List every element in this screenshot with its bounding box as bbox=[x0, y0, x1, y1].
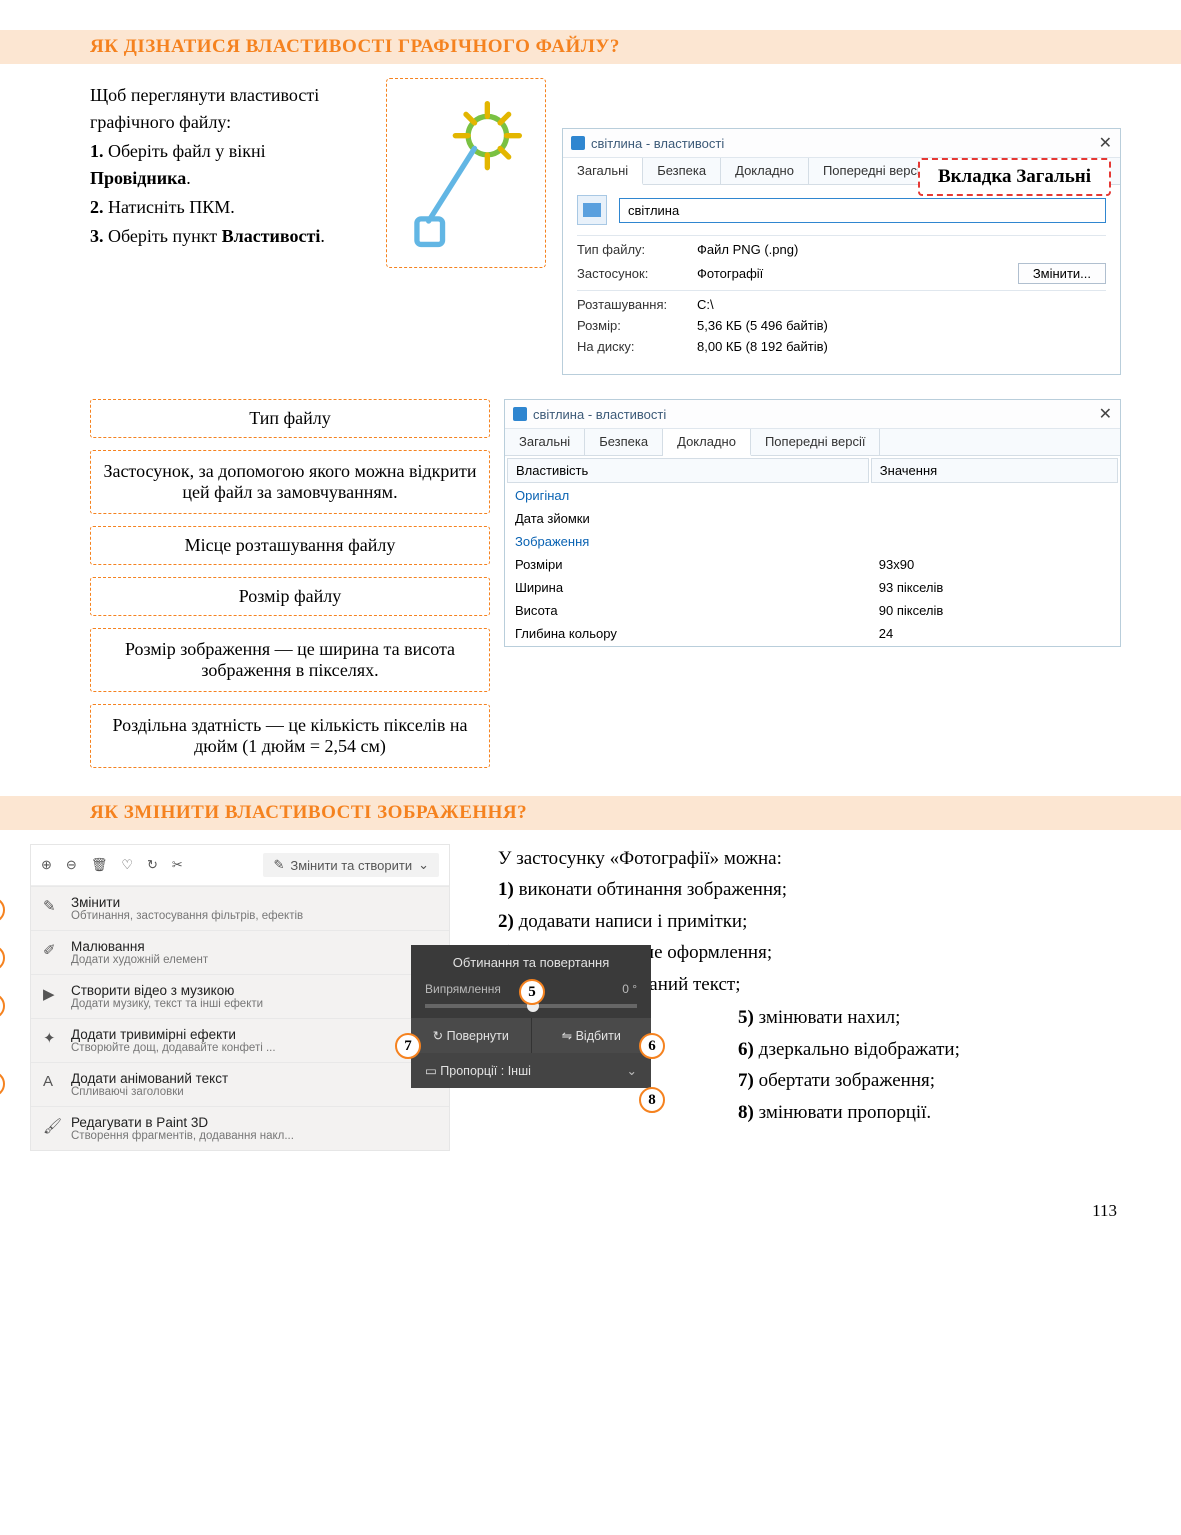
row-date: Дата зйомки bbox=[507, 508, 869, 529]
edit-create-button[interactable]: ✎ Змінити та створити ⌄ bbox=[263, 853, 439, 877]
tab-callout: Вкладка Загальні bbox=[918, 158, 1111, 196]
features-lead: У застосунку «Фотографії» можна: bbox=[498, 844, 1121, 873]
menu-draw[interactable]: ✐МалюванняДодати художній елемент bbox=[31, 930, 449, 974]
win2-title: світлина - властивості bbox=[533, 407, 666, 422]
th-property: Властивість bbox=[507, 458, 869, 483]
zoom-out-icon[interactable]: ⊖ bbox=[66, 857, 77, 873]
menu-paint3d[interactable]: 🖌Редагувати в Paint 3DСтворення фрагмент… bbox=[31, 1106, 449, 1150]
badge-3: 3 bbox=[0, 993, 5, 1019]
draw-icon: ✐ bbox=[43, 941, 61, 959]
callout-app: Застосунок, за допомогою якого можна від… bbox=[90, 450, 490, 514]
sparkle-icon: ✦ bbox=[43, 1029, 61, 1047]
win2-tabs: Загальні Безпека Докладно Попередні верс… bbox=[505, 429, 1120, 456]
badge-1: 1 bbox=[0, 897, 5, 923]
callout-size: Розмір файлу bbox=[90, 577, 490, 616]
tab-general[interactable]: Загальні bbox=[563, 158, 643, 185]
section-title-2: ЯК ЗМІНИТИ ВЛАСТИВОСТІ ЗОБРАЖЕННЯ? bbox=[0, 796, 1181, 830]
chevron-down-icon: ⌄ bbox=[627, 1063, 637, 1078]
menu-3d[interactable]: ✦Додати тривимірні ефектиСтворюйте дощ, … bbox=[31, 1018, 449, 1062]
badge-2: 2 bbox=[0, 945, 5, 971]
callout-dimensions: Розмір зображення — це ширина та висота … bbox=[90, 628, 490, 692]
value-type: Файл PNG (.png) bbox=[697, 242, 1106, 257]
edit-icon: ✎ bbox=[43, 897, 61, 915]
photos-app-menu: ⊕ ⊖ 🗑 ♡ ↻ ✂ ✎ Змінити та створити ⌄ ✎Змі… bbox=[30, 844, 450, 1151]
badge-7: 7 bbox=[395, 1033, 421, 1059]
crop-icon[interactable]: ✂ bbox=[172, 857, 183, 873]
favorite-icon[interactable]: ♡ bbox=[121, 857, 133, 873]
callout-resolution: Роздільна здатність — це кількість піксе… bbox=[90, 704, 490, 768]
menu-edit[interactable]: ✎ЗмінитиОбтинання, застосування фільтрів… bbox=[31, 886, 449, 930]
intro-text: Щоб переглянути властивості графічного ф… bbox=[90, 78, 370, 385]
tab-details[interactable]: Докладно bbox=[721, 158, 809, 184]
callout-location: Місце розташування файлу bbox=[90, 526, 490, 565]
row-dimensions: Розміри bbox=[507, 554, 869, 575]
mace-icon bbox=[401, 93, 531, 253]
properties-window-details: світлина - властивості ✕ Загальні Безпек… bbox=[504, 399, 1121, 647]
tab-previous[interactable]: Попередні версії bbox=[751, 429, 881, 455]
close-icon[interactable]: ✕ bbox=[1099, 133, 1112, 153]
tab-security[interactable]: Безпека bbox=[643, 158, 721, 184]
rotate-icon[interactable]: ↻ bbox=[147, 857, 158, 873]
intro-step1: 1. Оберіть файл у вікні Провідника. bbox=[90, 138, 370, 192]
label-type: Тип файлу: bbox=[577, 242, 697, 257]
close-icon[interactable]: ✕ bbox=[1099, 404, 1112, 424]
row-width: Ширина bbox=[507, 577, 869, 598]
crop-title: Обтинання та повертання bbox=[411, 955, 651, 978]
label-size: Розмір: bbox=[577, 318, 697, 333]
details-table: ВластивістьЗначення Оригінал Дата зйомки… bbox=[505, 456, 1120, 646]
label-disk: На диску: bbox=[577, 339, 697, 354]
crop-rotate-panel: Обтинання та повертання Випрямлення 0 ° ↻… bbox=[411, 945, 651, 1088]
intro-lead: Щоб переглянути властивості графічного ф… bbox=[90, 82, 370, 136]
zoom-in-icon[interactable]: ⊕ bbox=[41, 857, 52, 873]
label-app: Застосунок: bbox=[577, 266, 697, 281]
mace-illustration bbox=[386, 78, 546, 268]
file-icon bbox=[513, 407, 527, 421]
group-image: Зображення bbox=[507, 531, 1118, 552]
intro-step3: 3. Оберіть пункт Властивості. bbox=[90, 223, 370, 250]
straighten-value: 0 ° bbox=[622, 982, 637, 996]
tab-general[interactable]: Загальні bbox=[505, 429, 585, 455]
file-icon bbox=[571, 136, 585, 150]
label-loc: Розташування: bbox=[577, 297, 697, 312]
badge-5: 5 bbox=[519, 979, 545, 1005]
th-value: Значення bbox=[871, 458, 1118, 483]
page-number: 113 bbox=[90, 1201, 1121, 1221]
section-title-1: ЯК ДІЗНАТИСЯ ВЛАСТИВОСТІ ГРАФІЧНОГО ФАЙЛ… bbox=[0, 30, 1181, 64]
tab-details[interactable]: Докладно bbox=[663, 429, 751, 456]
filename-input[interactable] bbox=[619, 198, 1106, 223]
badge-8: 8 bbox=[639, 1087, 665, 1113]
menu-video[interactable]: ▶Створити відео з музикоюДодати музику, … bbox=[31, 974, 449, 1018]
delete-icon[interactable]: 🗑 bbox=[91, 857, 108, 873]
tab-security[interactable]: Безпека bbox=[585, 429, 663, 455]
callout-filetype: Тип файлу bbox=[90, 399, 490, 438]
row-height: Висота bbox=[507, 600, 869, 621]
straighten-label: Випрямлення bbox=[425, 982, 501, 996]
badge-6: 6 bbox=[639, 1033, 665, 1059]
text-icon: A bbox=[43, 1073, 61, 1090]
intro-step2: 2. Натисніть ПКМ. bbox=[90, 194, 370, 221]
row-depth: Глибина кольору bbox=[507, 623, 869, 644]
flip-button[interactable]: ⇋ Відбити bbox=[532, 1018, 652, 1053]
badge-4: 4 bbox=[0, 1071, 5, 1097]
menu-animtext[interactable]: AДодати анімований текстСпливаючі заголо… bbox=[31, 1062, 449, 1106]
aspect-dropdown[interactable]: ▭ Пропорції : Інші⌄ bbox=[411, 1053, 651, 1088]
value-size: 5,36 КБ (5 496 байтів) bbox=[697, 318, 1106, 333]
image-icon bbox=[577, 195, 607, 225]
rotate-button[interactable]: ↻ Повернути bbox=[411, 1018, 532, 1053]
value-disk: 8,00 КБ (8 192 байтів) bbox=[697, 339, 1106, 354]
value-loc: C:\ bbox=[697, 297, 1106, 312]
video-icon: ▶ bbox=[43, 985, 61, 1003]
group-original: Оригінал bbox=[507, 485, 1118, 506]
brush-icon: 🖌 bbox=[43, 1117, 61, 1135]
win1-title: світлина - властивості bbox=[591, 136, 724, 151]
change-button[interactable]: Змінити... bbox=[1018, 263, 1106, 284]
value-app: Фотографії bbox=[697, 266, 1018, 281]
